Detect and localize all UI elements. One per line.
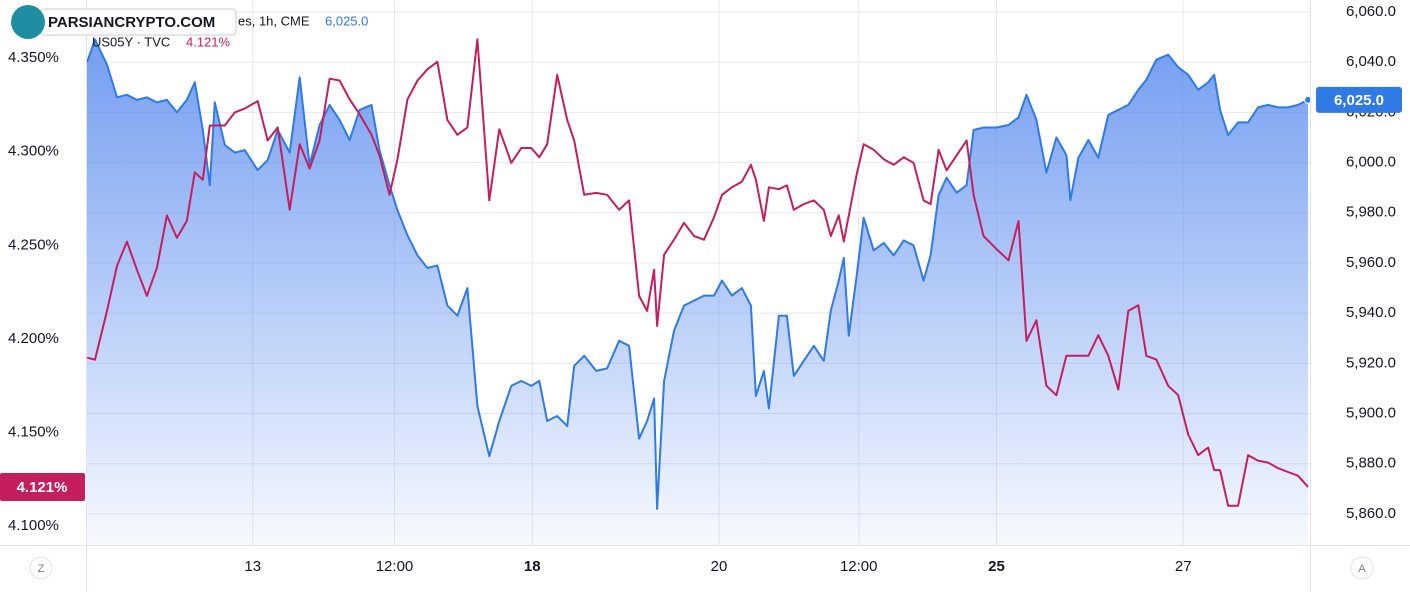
x-tick-label: 12:00 <box>376 558 414 575</box>
legend-value: 4.121% <box>186 34 231 49</box>
y2-tick-label: 5,880.0 <box>1346 455 1396 472</box>
last-value-label: 6,025.0 <box>1334 92 1384 109</box>
y-tick-label: 4.350% <box>8 49 59 66</box>
header: PARSIANCRYPTO.COM es, 1h, CME 6,025.0 US… <box>11 5 368 49</box>
y2-tick-label: 6,060.0 <box>1346 3 1396 20</box>
series-line <box>86 38 1309 510</box>
y2-tick-label: 6,000.0 <box>1346 154 1396 171</box>
x-tick-label: 12:00 <box>840 558 878 575</box>
y-tick-label: 4.200% <box>8 330 59 347</box>
watermark-logo <box>11 5 45 39</box>
y2-tick-label: 5,940.0 <box>1346 304 1396 321</box>
axes: 13 12:00 18 20 12:00 25 27 5,860.0 5,880.0 5,900.… <box>0 3 1402 580</box>
corner-label: A <box>1358 563 1366 575</box>
corner-button <box>1350 556 1374 580</box>
y2-tick-label: 5,900.0 <box>1346 404 1396 421</box>
y-tick-label: 4.250% <box>8 236 59 253</box>
area-fill <box>87 39 1308 545</box>
watermark: PARSIANCRYPTO.COM <box>48 14 215 31</box>
x-tick-label: 18 <box>524 558 541 575</box>
x-tick-label: 25 <box>988 558 1005 575</box>
y2-tick-label: 5,960.0 <box>1346 254 1396 271</box>
last-point <box>1304 95 1313 104</box>
last-value-box <box>0 472 85 501</box>
legend-entry: US05Y · TVC <box>92 34 170 49</box>
y2-tick-label: 5,860.0 <box>1346 505 1396 522</box>
last-value-label: 4.121% <box>17 479 68 496</box>
y2-tick-label: 6,040.0 <box>1346 53 1396 70</box>
y-tick-label: 4.300% <box>8 143 59 160</box>
series-line <box>86 38 1309 507</box>
corner-label: Z <box>38 563 45 575</box>
y-tick-label: 4.100% <box>8 517 59 534</box>
legend-value: 6,025.0 <box>325 13 368 28</box>
legend-entry: es, 1h, CME <box>238 13 310 28</box>
x-tick-label: 13 <box>244 558 261 575</box>
y2-tick-label: 5,980.0 <box>1346 204 1396 221</box>
x-tick-label: 27 <box>1175 558 1192 575</box>
x-tick-label: 20 <box>711 558 728 575</box>
y2-tick-label: 5,920.0 <box>1346 354 1396 371</box>
last-value-box <box>1316 86 1402 113</box>
plot <box>86 38 1313 545</box>
corner-button <box>29 556 53 580</box>
y-tick-label: 4.150% <box>8 424 59 441</box>
